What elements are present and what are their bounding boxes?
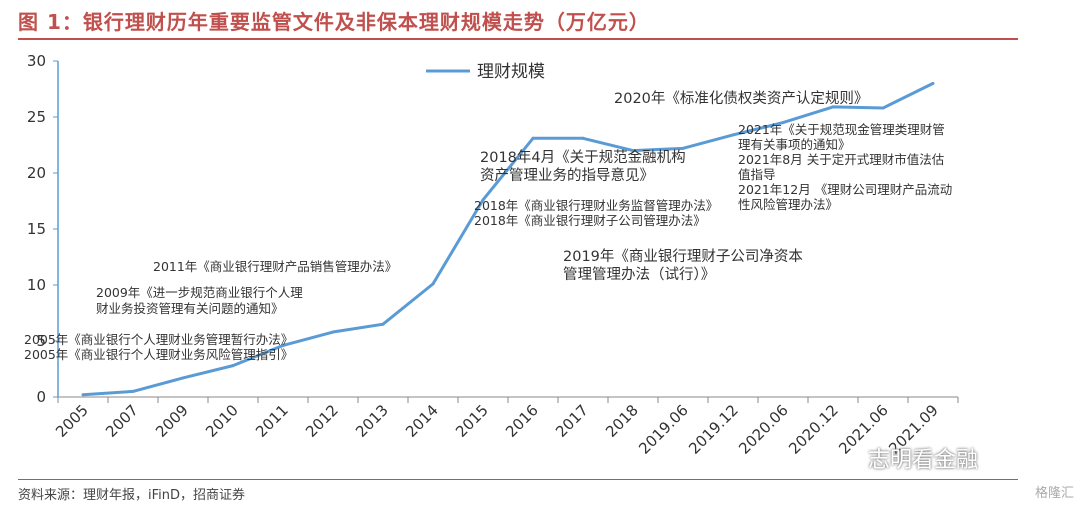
annotation-text: 2005年《商业银行个人理财业务风险管理指引》	[24, 347, 293, 362]
data-point	[631, 149, 635, 153]
annotation-text: 2021年12月 《理财公司理财产品流动	[738, 182, 952, 197]
x-tick-label: 2005	[52, 401, 92, 441]
annotation-text: 资产管理业务的指导意见》	[480, 166, 654, 184]
data-point	[931, 81, 935, 85]
x-tick-label: 2019.12	[685, 401, 742, 458]
x-tick-label: 2015	[452, 401, 492, 441]
legend: 理财规模	[426, 62, 545, 82]
data-point	[231, 364, 235, 368]
annotation-text: 管理管理办法（试行）》	[563, 266, 715, 283]
data-point	[381, 322, 385, 326]
data-point	[481, 198, 485, 202]
annotation-text: 2020年《标准化债权类资产认定规则》	[614, 90, 868, 107]
annotation-text: 2005年《商业银行个人理财业务管理暂行办法》	[24, 332, 293, 347]
figure-title: 图 1：银行理财历年重要监管文件及非保本理财规模走势（万亿元）	[18, 10, 650, 34]
x-tick-label: 2007	[102, 401, 142, 441]
source-rule	[18, 479, 1018, 480]
annotation-text: 2018年《商业银行理财子公司管理办法》	[474, 213, 706, 228]
x-tick-label: 2019.06	[635, 401, 692, 458]
x-tick-label: 2017	[552, 401, 592, 441]
annotation-text: 2019年《商业银行理财子公司净资本	[563, 248, 803, 265]
x-tick-label: 2016	[502, 401, 542, 441]
data-point	[581, 136, 585, 140]
y-tick-label: 5	[36, 332, 46, 350]
data-point	[181, 376, 185, 380]
x-tick-label: 2012	[302, 401, 342, 441]
y-tick-label: 25	[27, 108, 46, 126]
y-axis: 0 5 10 15 20 25 30	[27, 52, 59, 406]
y-tick-label: 15	[27, 220, 46, 238]
x-tick-label: 2013	[352, 401, 392, 441]
data-point	[281, 343, 285, 347]
source-note: 资料来源：理财年报，iFinD，招商证券	[18, 488, 246, 503]
series	[81, 81, 935, 397]
series-line	[82, 82, 934, 397]
y-tick-label: 30	[27, 52, 46, 70]
y-tick-label: 10	[27, 276, 46, 294]
brand-watermark: 格隆汇	[1034, 486, 1074, 501]
x-axis: 2005 2007 2009 2010 2011 2012 2013 2014 2015 2016…	[52, 396, 959, 458]
y-tick-label: 0	[36, 388, 46, 406]
x-tick-label: 2014	[402, 401, 442, 441]
annotation-text: 性风险管理办法》	[738, 197, 838, 212]
annotation-text: 2018年《商业银行理财业务监督管理办法》	[474, 198, 718, 213]
data-point	[431, 282, 435, 286]
data-point	[681, 146, 685, 150]
data-point	[331, 330, 335, 334]
data-point	[881, 106, 885, 110]
data-point	[731, 133, 735, 137]
x-tick-label: 2018	[602, 401, 642, 441]
annotation-text: 值指导	[738, 167, 776, 182]
data-point	[781, 121, 785, 125]
annotation-text: 2011年《商业银行理财产品销售管理办法》	[153, 259, 397, 274]
x-tick-label: 2020.12	[785, 401, 842, 458]
annotation-text: 2009年《进一步规范商业银行个人理	[96, 285, 303, 300]
annotation-text: 理有关事项的通知》	[738, 137, 851, 152]
x-tick-label: 2020.06	[735, 401, 792, 458]
data-point	[531, 136, 535, 140]
data-point	[81, 393, 85, 397]
x-tick-label: 2009	[152, 401, 192, 441]
title-rule	[18, 38, 1018, 40]
x-tick-label: 2011	[252, 401, 292, 441]
annotation-text: 2018年4月《关于规范金融机构	[480, 149, 686, 166]
data-point	[131, 389, 135, 393]
wechat-watermark: 志明看金融	[868, 448, 979, 473]
annotations: 2005年《商业银行个人理财业务管理暂行办法》2005年《商业银行个人理财业务风…	[24, 90, 952, 362]
x-tick-label: 2010	[202, 401, 242, 441]
data-point	[831, 105, 835, 109]
annotation-text: 2021年8月 关于定开式理财市值法估	[738, 152, 944, 167]
annotation-text: 财业务投资管理有关问题的通知》	[96, 301, 284, 316]
y-tick-label: 20	[27, 164, 46, 182]
annotation-text: 2021年《关于规范现金管理类理财管	[738, 122, 945, 137]
legend-label: 理财规模	[477, 62, 545, 82]
